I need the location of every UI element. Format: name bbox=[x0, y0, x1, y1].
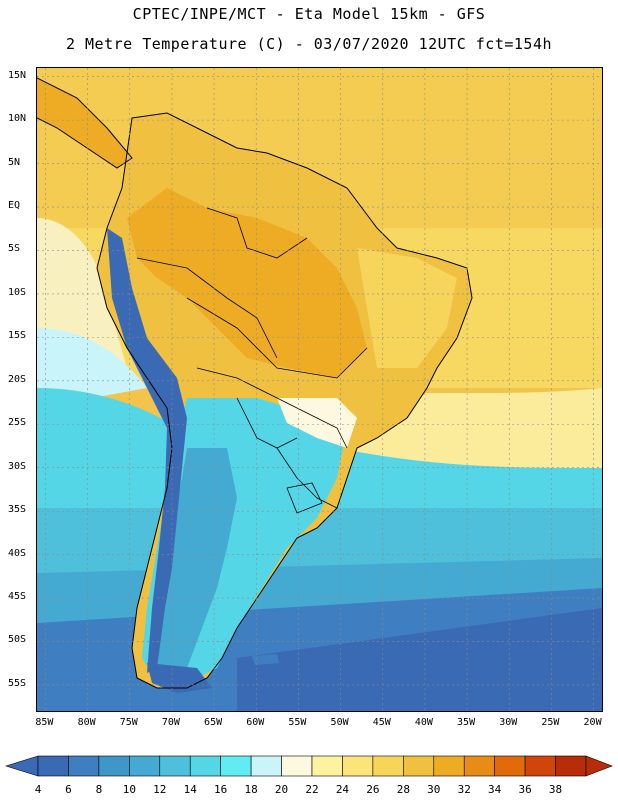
colorbar-swatch bbox=[98, 755, 130, 777]
ocean-deep-south bbox=[237, 608, 602, 711]
colorbar-tick-label: 12 bbox=[153, 783, 167, 796]
land-south-cold bbox=[152, 448, 237, 678]
colorbar-tick-label: 32 bbox=[457, 783, 471, 796]
colorbar-swatch bbox=[403, 755, 435, 777]
land-andes bbox=[107, 228, 187, 673]
colorbar-swatch bbox=[433, 755, 465, 777]
colorbar-swatch bbox=[311, 755, 343, 777]
colorbar-swatch bbox=[220, 755, 252, 777]
colorbar-swatch bbox=[342, 755, 374, 777]
map-frame bbox=[36, 67, 603, 712]
latitude-label: 5S bbox=[8, 243, 21, 255]
map-title-line-2: 2 Metre Temperature (C) - 03/07/2020 12U… bbox=[65, 35, 553, 53]
latitude-label: 25S bbox=[8, 417, 27, 429]
longitude-label: 70W bbox=[161, 717, 180, 728]
colorbar-tick-label: 8 bbox=[95, 783, 103, 796]
colorbar-tick-label: 4 bbox=[34, 783, 42, 796]
colorbar-tick-label: 38 bbox=[548, 783, 563, 796]
colorbar-tick-label: 16 bbox=[214, 783, 228, 796]
colorbar-tick-label: 30 bbox=[427, 783, 441, 796]
colorbar-tick-label: 20 bbox=[274, 783, 289, 796]
colorbar-swatch bbox=[250, 755, 282, 777]
colorbar-tick-label: 24 bbox=[335, 783, 350, 796]
graticule bbox=[37, 68, 602, 711]
colorbar-arrow-low bbox=[4, 755, 39, 777]
coastline bbox=[96, 112, 473, 689]
longitude-label: 50W bbox=[330, 717, 349, 728]
latitude-label: EQ bbox=[8, 200, 21, 212]
latitude-label: 15N bbox=[8, 69, 27, 81]
colorbar-arrow-high bbox=[585, 755, 613, 777]
latitude-label: 50S bbox=[8, 634, 27, 646]
colorbar-swatch bbox=[555, 755, 587, 777]
colorbar-swatch bbox=[159, 755, 191, 777]
colorbar-swatch bbox=[281, 755, 313, 777]
longitude-label: 20W bbox=[583, 717, 602, 728]
latitude-label: 20S bbox=[8, 373, 27, 385]
colorbar-tick-label: 10 bbox=[122, 783, 136, 796]
colorbar-tick-label: 6 bbox=[65, 783, 72, 796]
longitude-label: 60W bbox=[246, 717, 265, 728]
colorbar-swatch bbox=[189, 755, 221, 777]
colorbar-swatch bbox=[524, 755, 556, 777]
longitude-label: 55W bbox=[288, 717, 307, 728]
coastline-central-america bbox=[37, 77, 133, 169]
longitude-label: 45W bbox=[372, 717, 391, 728]
longitude-label: 25W bbox=[541, 717, 560, 728]
land-tierra-del-fuego bbox=[147, 663, 212, 693]
longitude-label: 30W bbox=[499, 717, 518, 728]
longitude-label: 85W bbox=[35, 717, 54, 728]
latitude-label: 40S bbox=[8, 547, 27, 559]
temperature-map bbox=[37, 68, 602, 711]
colorbar-tick-label: 28 bbox=[396, 783, 410, 796]
land-south-brazil bbox=[277, 398, 357, 448]
latitude-label: 45S bbox=[8, 591, 27, 603]
ocean-cool-west bbox=[37, 328, 147, 408]
colorbar-swatch bbox=[494, 755, 526, 777]
latitude-label: 5N bbox=[8, 156, 21, 168]
latitude-label: 30S bbox=[8, 460, 27, 472]
land-northeast bbox=[357, 248, 457, 368]
colorbar-swatch bbox=[463, 755, 495, 777]
latitude-label: 55S bbox=[8, 677, 27, 689]
latitude-label: 10S bbox=[8, 286, 27, 298]
longitude-label: 35W bbox=[457, 717, 476, 728]
latitude-label: 35S bbox=[8, 504, 27, 516]
colorbar-tick-label: 26 bbox=[366, 783, 380, 796]
longitude-label: 75W bbox=[119, 717, 138, 728]
colorbar-swatch bbox=[129, 755, 161, 777]
colorbar-tick-label: 34 bbox=[488, 783, 502, 796]
colorbar-tick-label: 22 bbox=[305, 783, 319, 796]
land-central-america bbox=[37, 78, 132, 168]
latitude-label: 15S bbox=[8, 330, 27, 342]
colorbar-tick-label: 14 bbox=[183, 783, 197, 796]
map-title-line-1: CPTEC/INPE/MCT - Eta Model 15km - GFS bbox=[132, 5, 486, 23]
land-falklands bbox=[252, 654, 279, 665]
longitude-label: 80W bbox=[77, 717, 96, 728]
land-amazon-hot bbox=[127, 188, 367, 378]
temperature-colorbar bbox=[4, 755, 613, 777]
country-borders bbox=[136, 207, 368, 514]
colorbar-swatch bbox=[372, 755, 404, 777]
longitude-label: 65W bbox=[204, 717, 223, 728]
latitude-label: 10N bbox=[8, 113, 27, 125]
colorbar-tick-label: 36 bbox=[518, 783, 532, 796]
colorbar-swatch bbox=[37, 755, 69, 777]
colorbar-tick-label: 18 bbox=[244, 783, 258, 796]
colorbar-swatch bbox=[68, 755, 100, 777]
longitude-label: 40W bbox=[414, 717, 433, 728]
